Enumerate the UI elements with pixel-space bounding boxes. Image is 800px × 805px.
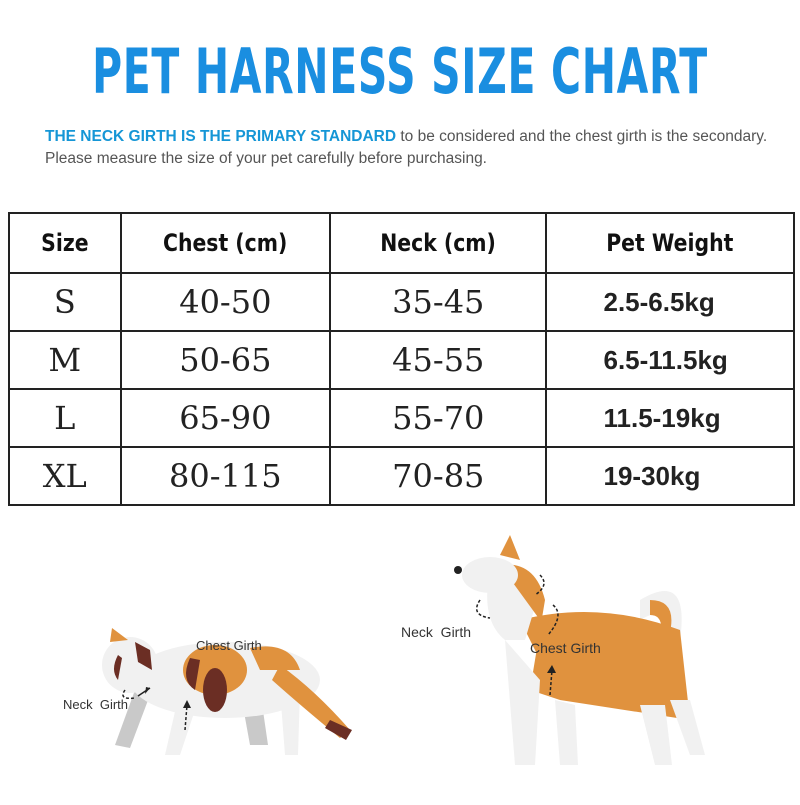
cat-neck-girth-label: Neck Girth <box>63 697 129 712</box>
cell-size: L <box>8 388 122 448</box>
measurement-illustrations: Chest Girth Neck Girth Chest Girth Neck … <box>0 530 800 800</box>
table-row: S 40-50 35-45 2.5-6.5kg <box>8 272 795 332</box>
cell-neck: 70-85 <box>329 446 548 506</box>
intro-text: THE NECK GIRTH IS THE PRIMARY STANDARD t… <box>45 126 785 170</box>
header-chest: Chest (cm) <box>119 212 332 274</box>
intro-highlight: THE NECK GIRTH IS THE PRIMARY STANDARD <box>45 128 397 145</box>
cat-dog-illustration <box>102 535 705 765</box>
cell-size: M <box>8 330 122 390</box>
dog-chest-girth-label: Chest Girth <box>530 640 601 656</box>
header-weight: Pet Weight <box>545 212 795 274</box>
dog-illustration <box>454 535 705 765</box>
cell-chest: 65-90 <box>119 388 332 448</box>
cell-weight: 11.5-19kg <box>545 388 795 448</box>
cell-size: XL <box>8 446 122 506</box>
cat-chest-girth-label: Chest Girth <box>196 638 262 653</box>
cell-neck: 55-70 <box>329 388 548 448</box>
cell-chest: 40-50 <box>119 272 332 332</box>
table-row: L 65-90 55-70 11.5-19kg <box>8 388 795 448</box>
cell-chest: 50-65 <box>119 330 332 390</box>
cell-weight: 19-30kg <box>545 446 795 506</box>
page-title: PET HARNESS SIZE CHART <box>92 35 708 108</box>
cat-illustration <box>102 628 352 755</box>
dog-neck-girth-label: Neck Girth <box>401 624 472 640</box>
size-chart-table: Size Chest (cm) Neck (cm) Pet Weight S 40… <box>8 212 795 506</box>
header-size: Size <box>8 212 122 274</box>
table-header-row: Size Chest (cm) Neck (cm) Pet Weight <box>8 212 795 274</box>
cell-chest: 80-115 <box>119 446 332 506</box>
cell-size: S <box>8 272 122 332</box>
header-neck: Neck (cm) <box>329 212 548 274</box>
table-row: XL 80-115 70-85 19-30kg <box>8 446 795 506</box>
cell-weight: 6.5-11.5kg <box>545 330 795 390</box>
cell-neck: 35-45 <box>329 272 548 332</box>
intro-rest: to be considered and the chest girth is … <box>45 128 768 167</box>
table-row: M 50-65 45-55 6.5-11.5kg <box>8 330 795 390</box>
cell-neck: 45-55 <box>329 330 548 390</box>
cell-weight: 2.5-6.5kg <box>545 272 795 332</box>
